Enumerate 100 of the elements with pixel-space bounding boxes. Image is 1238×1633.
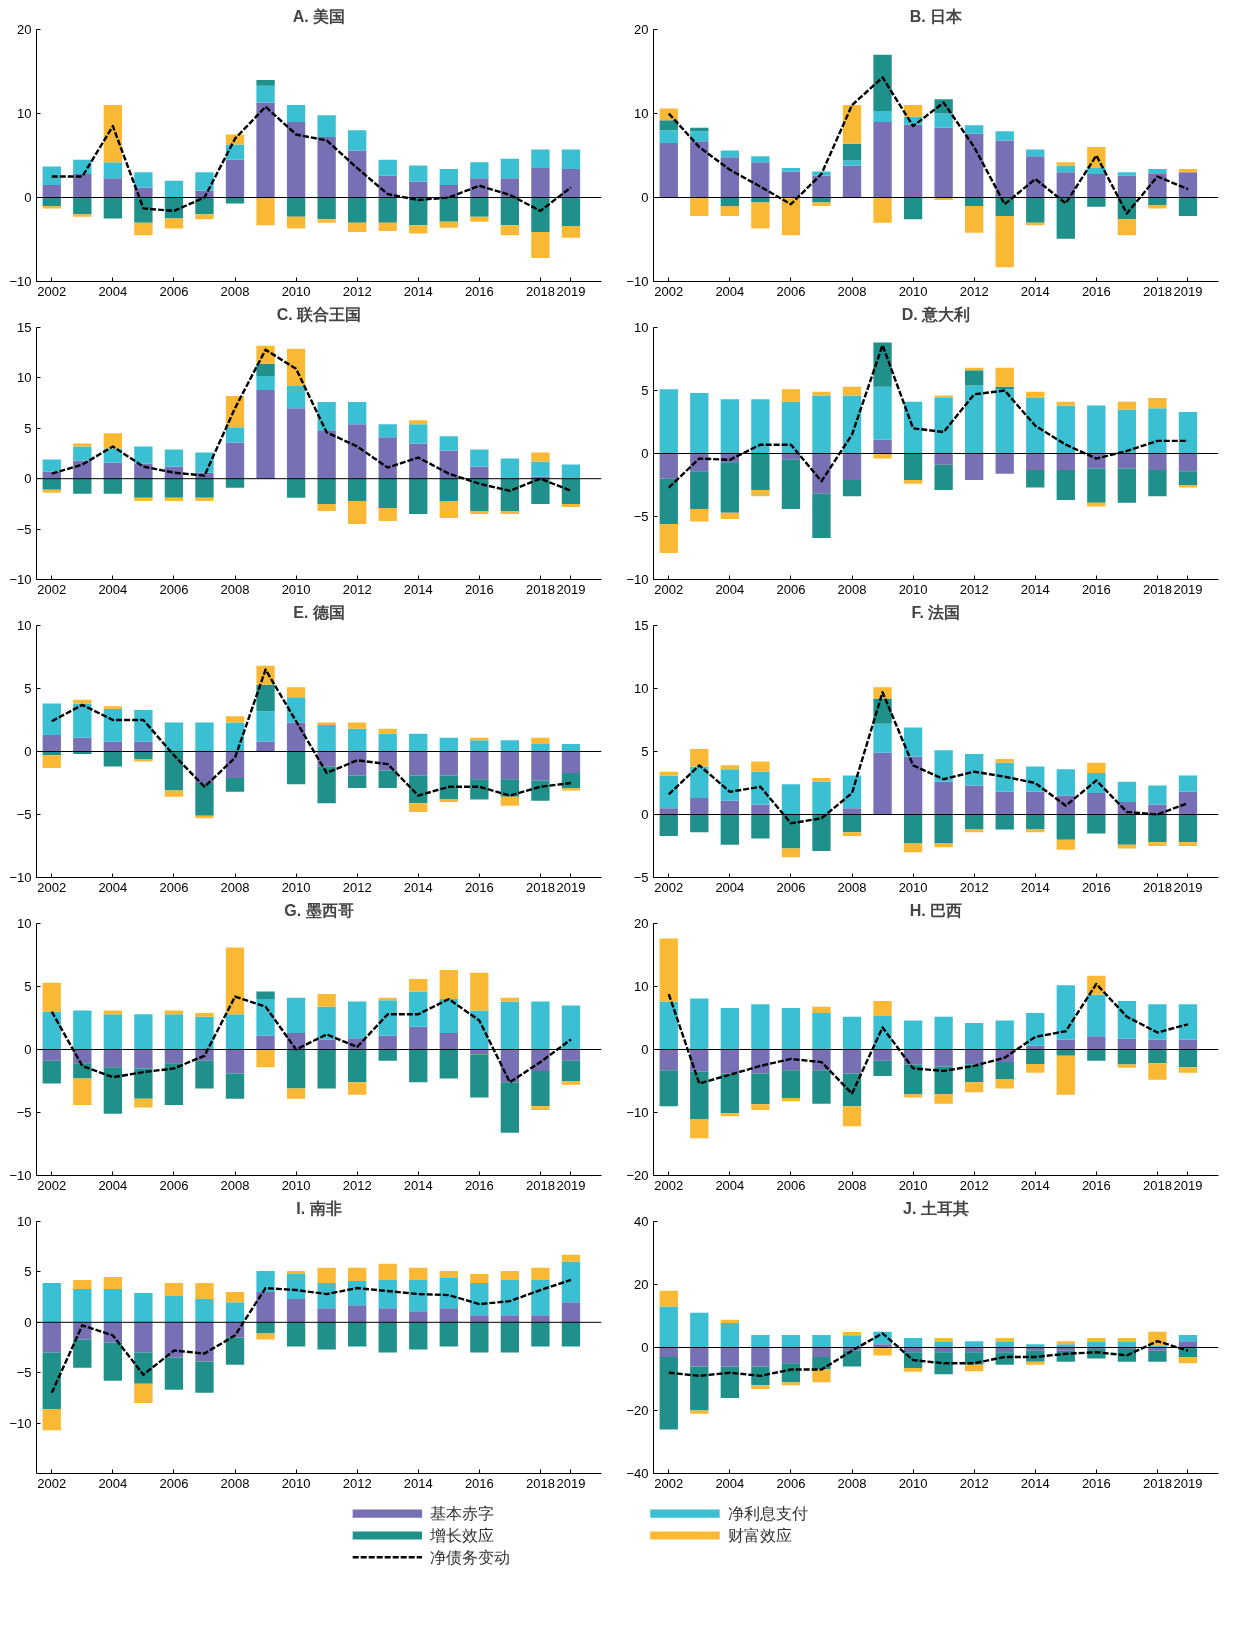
x-tick-label: 2012 — [342, 581, 372, 597]
x-tick-label: 2012 — [959, 879, 989, 895]
y-tick-label: −5 — [633, 509, 649, 524]
legend-label: 增长效应 — [429, 1527, 495, 1544]
x-tick-label: 2008 — [220, 1177, 250, 1193]
y-tick-label: 0 — [641, 807, 649, 822]
y-tick-label: 5 — [24, 681, 32, 696]
x-tick-label: 2010 — [898, 581, 928, 597]
x-tick-label: 2018 — [525, 581, 555, 597]
x-tick-label: 2018 — [1142, 283, 1172, 299]
x-tick-label: 2016 — [1081, 283, 1111, 299]
x-tick-label: 2019 — [556, 283, 586, 299]
y-tick-label: −10 — [9, 274, 32, 289]
x-tick-label: 2008 — [837, 1475, 867, 1491]
x-tick-label: 2012 — [342, 1475, 372, 1491]
chart-title: J. 土耳其 — [903, 1199, 969, 1217]
y-tick-label: 10 — [17, 106, 32, 121]
x-tick-label: 2014 — [1020, 283, 1050, 299]
y-tick-label: −10 — [9, 572, 32, 587]
y-tick-label: 15 — [17, 320, 32, 335]
legend-label: 财富效应 — [727, 1527, 792, 1544]
chart-title: G. 墨西哥 — [284, 901, 354, 919]
x-tick-label: 2008 — [837, 1177, 867, 1193]
x-tick-label: 2004 — [715, 1177, 745, 1193]
x-tick-label: 2018 — [1142, 581, 1172, 597]
x-tick-label: 2016 — [464, 283, 494, 299]
x-tick-label: 2010 — [898, 1475, 928, 1491]
x-tick-label: 2002 — [654, 283, 684, 299]
legend-label: 净债务变动 — [430, 1548, 511, 1566]
x-tick-label: 2006 — [159, 879, 189, 895]
x-tick-label: 2018 — [525, 1475, 555, 1491]
x-tick-label: 2002 — [654, 1475, 684, 1491]
x-tick-label: 2012 — [342, 1177, 372, 1193]
y-tick-label: −10 — [9, 1168, 32, 1183]
y-tick-label: 0 — [24, 744, 32, 759]
y-tick-label: 0 — [641, 446, 649, 461]
x-tick-label: 2019 — [556, 1177, 586, 1193]
x-tick-label: 2019 — [556, 581, 586, 597]
y-tick-label: 10 — [17, 618, 32, 633]
y-tick-label: 10 — [634, 320, 649, 335]
chart-title: F. 法国 — [911, 603, 961, 621]
chart-title: B. 日本 — [909, 7, 964, 25]
y-tick-label: 0 — [24, 1042, 32, 1057]
x-tick-label: 2006 — [159, 1475, 189, 1491]
x-tick-label: 2018 — [525, 879, 555, 895]
x-tick-label: 2019 — [1173, 1475, 1203, 1491]
chart-title: D. 意大利 — [901, 305, 971, 323]
y-tick-label: 0 — [641, 190, 649, 205]
x-tick-label: 2012 — [342, 879, 372, 895]
y-tick-label: 10 — [634, 681, 649, 696]
x-tick-label: 2012 — [959, 1475, 989, 1491]
x-tick-label: 2004 — [98, 283, 128, 299]
x-tick-label: 2008 — [837, 879, 867, 895]
x-tick-label: 2006 — [159, 283, 189, 299]
y-tick-label: −10 — [626, 274, 649, 289]
x-tick-label: 2014 — [1020, 1177, 1050, 1193]
y-tick-label: −10 — [9, 870, 32, 885]
y-tick-label: −5 — [633, 870, 649, 885]
y-tick-label: −5 — [16, 1105, 32, 1120]
x-tick-label: 2019 — [1173, 581, 1203, 597]
chart-title: I. 南非 — [296, 1199, 342, 1217]
x-tick-label: 2018 — [1142, 879, 1172, 895]
x-tick-label: 2019 — [556, 1475, 586, 1491]
y-tick-label: 20 — [634, 916, 649, 931]
x-tick-label: 2006 — [776, 283, 806, 299]
x-tick-label: 2016 — [1081, 581, 1111, 597]
y-tick-label: 5 — [641, 383, 649, 398]
y-tick-label: −10 — [626, 572, 649, 587]
x-tick-label: 2010 — [898, 879, 928, 895]
x-tick-label: 2014 — [1020, 879, 1050, 895]
x-tick-label: 2008 — [220, 879, 250, 895]
y-tick-label: −5 — [16, 807, 32, 822]
x-tick-label: 2002 — [654, 879, 684, 895]
x-tick-label: 2002 — [37, 1177, 67, 1193]
y-tick-label: 0 — [641, 1042, 649, 1057]
x-tick-label: 2006 — [776, 581, 806, 597]
x-tick-label: 2014 — [403, 283, 433, 299]
x-tick-label: 2014 — [1020, 581, 1050, 597]
y-tick-label: 5 — [641, 744, 649, 759]
x-tick-label: 2008 — [220, 1475, 250, 1491]
y-tick-label: 0 — [641, 1340, 649, 1355]
x-tick-label: 2002 — [37, 879, 67, 895]
y-tick-label: 0 — [24, 190, 32, 205]
x-tick-label: 2018 — [525, 283, 555, 299]
x-tick-label: 2010 — [898, 283, 928, 299]
y-tick-label: 20 — [634, 22, 649, 37]
legend-label: 净利息支付 — [727, 1505, 808, 1523]
x-tick-label: 2019 — [1173, 283, 1203, 299]
legend-label: 基本赤字 — [430, 1505, 495, 1523]
y-tick-label: 10 — [634, 106, 649, 121]
x-tick-label: 2010 — [281, 283, 311, 299]
x-tick-label: 2016 — [1081, 1177, 1111, 1193]
y-tick-label: 0 — [24, 471, 32, 487]
y-tick-label: 15 — [634, 618, 649, 633]
x-tick-label: 2004 — [715, 879, 745, 895]
x-tick-label: 2016 — [464, 1475, 494, 1491]
x-tick-label: 2004 — [98, 1475, 128, 1491]
x-tick-label: 2014 — [403, 581, 433, 597]
x-tick-label: 2006 — [776, 1475, 806, 1491]
x-tick-label: 2002 — [37, 283, 67, 299]
